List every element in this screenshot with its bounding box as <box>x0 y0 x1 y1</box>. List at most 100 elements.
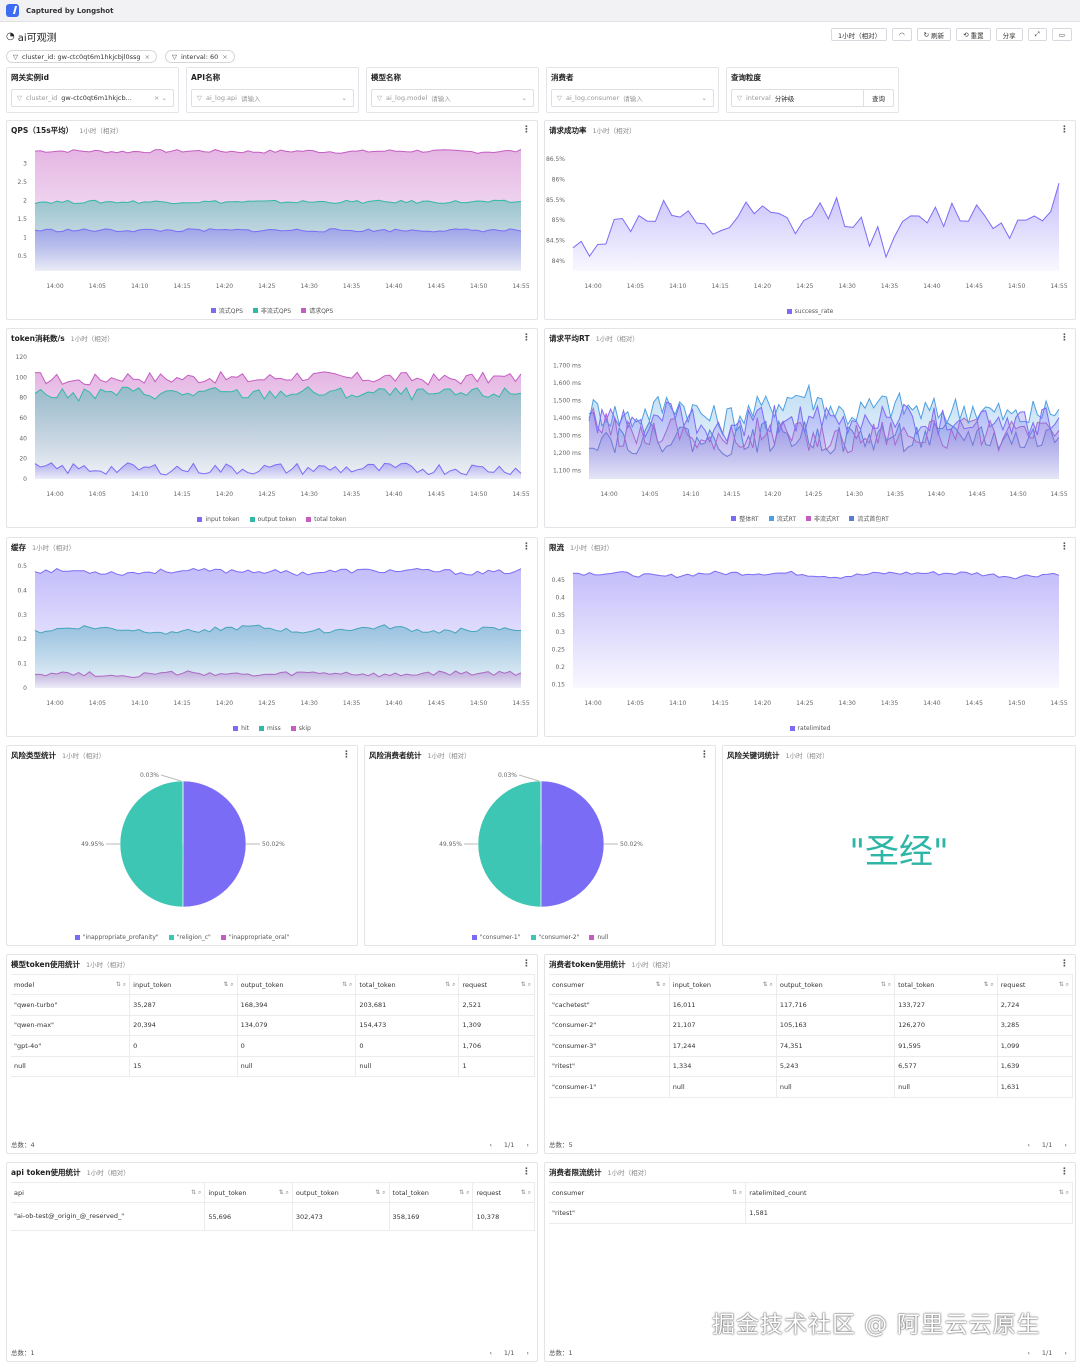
legend-item[interactable]: 整体RT <box>731 514 759 523</box>
more-icon[interactable]: ⋮ <box>1060 333 1069 343</box>
column-header[interactable]: output_token ⇅ ⌕ <box>776 974 896 995</box>
legend-item[interactable]: 请求QPS <box>301 306 333 315</box>
legend-item[interactable]: 非流式RT <box>806 514 839 523</box>
series-line[interactable] <box>34 370 522 386</box>
series-line[interactable] <box>34 228 522 233</box>
series-line[interactable] <box>572 570 1060 580</box>
sort-search-icon[interactable]: ⇅ ⌕ <box>459 1188 470 1196</box>
model-select[interactable]: ▽ ai_log.model 请输入 ⌄ <box>371 89 534 107</box>
column-header[interactable]: request ⇅ ⌕ <box>472 1182 535 1203</box>
sort-search-icon[interactable]: ⇅ ⌕ <box>520 980 531 988</box>
sort-search-icon[interactable]: ⇅ ⌕ <box>1058 980 1069 988</box>
more-icon[interactable]: ⋮ <box>522 333 531 343</box>
column-header[interactable]: output_token ⇅ ⌕ <box>237 974 357 995</box>
series-line[interactable] <box>34 148 522 154</box>
pie-slice[interactable] <box>477 780 542 908</box>
legend-item[interactable]: "inappropriate_profanity" <box>74 934 159 941</box>
series-line[interactable] <box>34 386 522 402</box>
legend-item[interactable]: input token <box>197 516 240 523</box>
more-icon[interactable]: ⋮ <box>1060 125 1069 135</box>
sort-search-icon[interactable]: ⇅ ⌕ <box>223 980 234 988</box>
prev-page-icon[interactable]: ‹ <box>1027 1141 1030 1149</box>
comment-icon[interactable]: ▭ <box>1051 28 1072 41</box>
sort-search-icon[interactable]: ⇅ ⌕ <box>1058 1188 1069 1196</box>
more-icon[interactable]: ⋮ <box>342 750 351 760</box>
column-header[interactable]: request ⇅ ⌕ <box>997 974 1074 995</box>
prev-page-icon[interactable]: ‹ <box>1027 1349 1030 1357</box>
close-icon[interactable]: × <box>222 52 228 61</box>
series-line[interactable] <box>572 182 1060 259</box>
column-header[interactable]: api ⇅ ⌕ <box>11 1182 206 1203</box>
legend-item[interactable]: "consumer-2" <box>530 934 579 941</box>
more-icon[interactable]: ⋮ <box>1060 542 1069 552</box>
more-icon[interactable]: ⋮ <box>522 1167 531 1177</box>
column-header[interactable]: model ⇅ ⌕ <box>11 974 131 995</box>
consumer-select[interactable]: ▽ ai_log.consumer 请输入 ⌄ <box>551 89 714 107</box>
sort-search-icon[interactable]: ⇅ ⌕ <box>445 980 456 988</box>
column-header[interactable]: input_token ⇅ ⌕ <box>669 974 777 995</box>
more-icon[interactable]: ⋮ <box>522 959 531 969</box>
next-page-icon[interactable]: › <box>526 1349 529 1357</box>
more-icon[interactable]: ⋮ <box>522 125 531 135</box>
series-line[interactable] <box>34 199 522 205</box>
sort-search-icon[interactable]: ⇅ ⌕ <box>115 980 127 988</box>
sort-search-icon[interactable]: ⇅ ⌕ <box>732 1188 743 1196</box>
legend-item[interactable]: "consumer-1" <box>471 934 521 941</box>
reset-button[interactable]: ⟲ 重置 <box>956 28 991 41</box>
query-button[interactable]: 查询 <box>863 90 893 106</box>
column-header[interactable]: total_token ⇅ ⌕ <box>894 974 998 995</box>
legend-item[interactable]: "inappropriate_oral" <box>220 934 289 941</box>
column-header[interactable]: consumer ⇅ ⌕ <box>549 1182 747 1203</box>
series-line[interactable] <box>588 401 1060 444</box>
next-page-icon[interactable]: › <box>1064 1349 1067 1357</box>
refresh-button[interactable]: ↻ 刷新 <box>916 28 952 41</box>
pie-slice[interactable] <box>540 780 605 908</box>
legend-item[interactable]: "religion_c" <box>168 934 211 941</box>
more-icon[interactable]: ⋮ <box>1060 959 1069 969</box>
legend-item[interactable]: 流式首包RT <box>849 514 889 523</box>
api-select[interactable]: ▽ ai_log.api 请输入 ⌄ <box>191 89 354 107</box>
legend-item[interactable]: 非流式QPS <box>252 306 291 315</box>
legend-item[interactable]: success_rate <box>786 308 833 315</box>
sort-search-icon[interactable]: ⇅ ⌕ <box>278 1188 289 1196</box>
column-header[interactable]: total_token ⇅ ⌕ <box>389 1182 474 1203</box>
series-line[interactable] <box>34 567 522 577</box>
prev-page-icon[interactable]: ‹ <box>489 1141 492 1149</box>
time-range-picker[interactable]: 1小时（相对） <box>830 28 887 41</box>
legend-item[interactable]: 流式QPS <box>210 306 243 315</box>
legend-item[interactable]: output token <box>249 516 296 523</box>
interval-select[interactable]: ▽ interval 分钟级 查询 <box>731 89 894 107</box>
more-icon[interactable]: ⋮ <box>1060 1167 1069 1177</box>
legend-item[interactable]: skip <box>290 725 311 732</box>
share-button[interactable]: 分享 <box>995 28 1023 41</box>
sort-search-icon[interactable]: ⇅ ⌕ <box>191 1188 202 1196</box>
prev-page-icon[interactable]: ‹ <box>489 1349 492 1357</box>
speed-icon[interactable]: ◠ <box>891 28 912 41</box>
sort-search-icon[interactable]: ⇅ ⌕ <box>762 980 773 988</box>
sort-search-icon[interactable]: ⇅ ⌕ <box>880 980 892 988</box>
sort-search-icon[interactable]: ⇅ ⌕ <box>655 980 666 988</box>
sort-search-icon[interactable]: ⇅ ⌕ <box>983 980 994 988</box>
column-header[interactable]: input_token ⇅ ⌕ <box>129 974 238 995</box>
column-header[interactable]: consumer ⇅ ⌕ <box>549 974 670 995</box>
sort-search-icon[interactable]: ⇅ ⌕ <box>520 1188 531 1196</box>
column-header[interactable]: input_token ⇅ ⌕ <box>204 1182 293 1203</box>
close-icon[interactable]: × <box>144 52 150 61</box>
legend-item[interactable]: total token <box>306 516 347 523</box>
pie-slice[interactable] <box>119 780 184 908</box>
pie-slice[interactable] <box>182 780 247 908</box>
column-header[interactable]: total_token ⇅ ⌕ <box>355 974 460 995</box>
fullscreen-icon[interactable]: ⤢ <box>1027 28 1047 41</box>
filter-tag[interactable]: ▽ interval: 60 × <box>164 50 235 63</box>
legend-item[interactable]: miss <box>258 725 281 732</box>
legend-item[interactable]: null <box>589 934 608 941</box>
legend-item[interactable]: ratelimited <box>789 725 830 732</box>
filter-tag[interactable]: ▽ cluster_id: gw-ctc0qt6m1hkjcbjl0ssg × <box>6 50 157 63</box>
legend-item[interactable]: hit <box>233 725 249 732</box>
gateway-select[interactable]: ▽ cluster_id gw-ctc0qt6m1hkjcb... × ⌄ <box>11 89 174 107</box>
sort-search-icon[interactable]: ⇅ ⌕ <box>342 980 353 988</box>
series-line[interactable] <box>34 462 522 476</box>
more-icon[interactable]: ⋮ <box>522 542 531 552</box>
next-page-icon[interactable]: › <box>1064 1141 1067 1149</box>
column-header[interactable]: ratelimited_count ⇅ ⌕ <box>745 1182 1073 1203</box>
